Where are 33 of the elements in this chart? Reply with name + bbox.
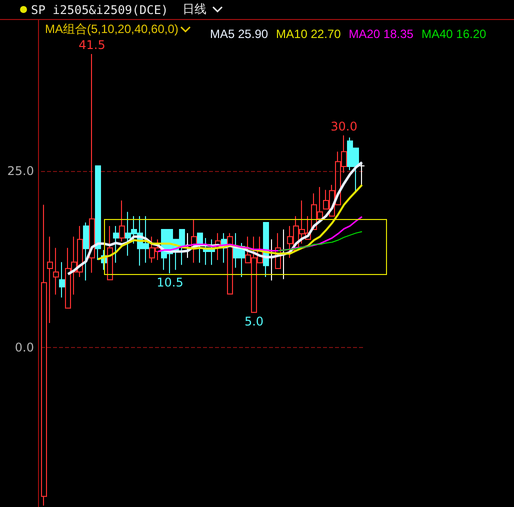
candlestick xyxy=(359,162,365,186)
candlestick xyxy=(47,236,53,324)
annotation: 5.0 xyxy=(244,314,264,328)
candlestick xyxy=(119,200,125,242)
candlestick xyxy=(59,262,65,298)
annotation: 41.5 xyxy=(78,38,106,52)
text: MA10 22.70 xyxy=(276,27,342,41)
candlestick xyxy=(89,53,95,274)
candlestick xyxy=(41,204,47,506)
text: MA5 25.90 xyxy=(210,27,268,41)
chart-subtitle: 日线 xyxy=(182,1,206,18)
text: MA20 18.35 xyxy=(348,27,414,41)
line-series xyxy=(157,216,363,252)
candlestick xyxy=(227,232,233,294)
line-series xyxy=(97,184,363,260)
y-tick-label: 25.0 xyxy=(7,164,34,178)
candlestick xyxy=(83,222,89,281)
candlestick xyxy=(197,232,203,264)
candlestick xyxy=(191,219,197,264)
y-tick-label: 0.0 xyxy=(14,340,34,355)
chart-title: SP i2505&i2509(DCE) xyxy=(31,2,168,16)
candlestick xyxy=(269,238,275,281)
candlestick xyxy=(107,225,113,280)
candlestick xyxy=(53,247,59,296)
candlestick xyxy=(113,225,119,264)
line-series xyxy=(278,231,362,252)
annotation: MA组合(5,10,20,40,60,0) xyxy=(45,21,180,38)
text: MA40 16.20 xyxy=(421,27,486,41)
annotation: 10.5 xyxy=(156,275,184,290)
candlestick xyxy=(281,229,287,280)
candlestick xyxy=(275,232,281,269)
candlestick xyxy=(95,165,101,260)
annotation: 30.0 xyxy=(330,119,358,134)
